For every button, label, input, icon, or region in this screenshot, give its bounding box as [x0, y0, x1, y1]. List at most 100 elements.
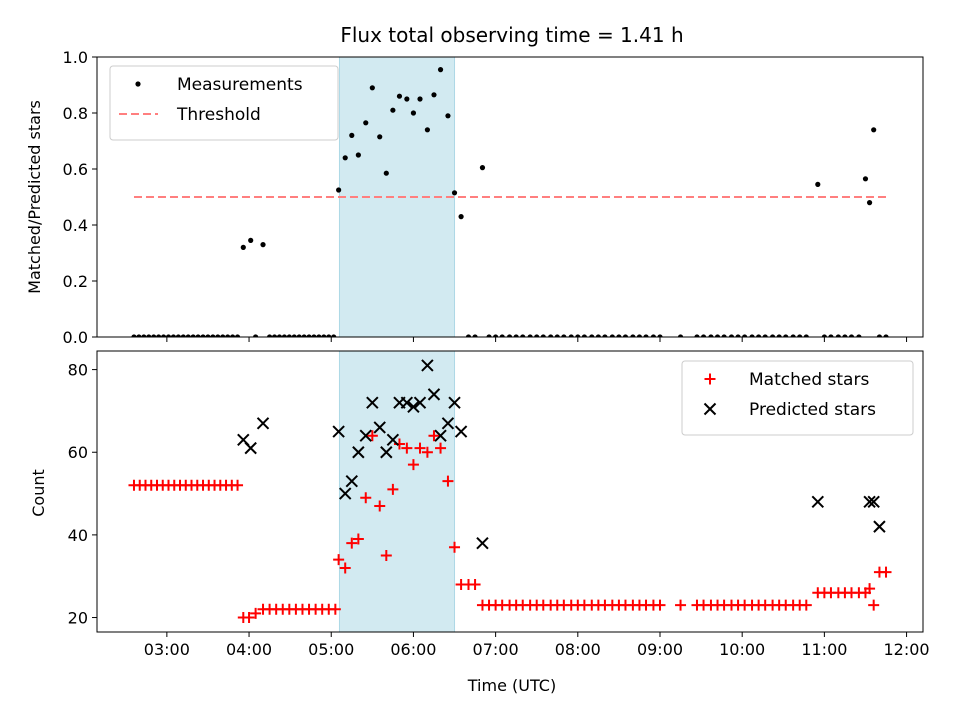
top-series-0-point — [742, 334, 748, 337]
top-series-0-point — [540, 334, 546, 337]
top-series-0-point — [848, 334, 855, 337]
top-series-0-point — [170, 334, 177, 337]
top-series-0-point — [472, 334, 478, 337]
top-series-0-point — [326, 334, 332, 337]
top-series-0-point — [266, 334, 273, 337]
top-series-0-point — [383, 170, 389, 176]
top-series-0-point — [636, 334, 643, 337]
bottom-x-tick-label: 11:00 — [801, 640, 847, 659]
top-series-0-point — [316, 334, 322, 337]
bottom-series-1-point — [413, 396, 427, 409]
bottom-x-tick-label: 04:00 — [226, 640, 272, 659]
top-series-0-point — [151, 334, 157, 337]
bottom-series-1-point — [256, 417, 270, 430]
bottom-y-tick-label: 40 — [68, 526, 88, 545]
top-series-0-point — [301, 334, 307, 337]
top-series-0-point — [650, 334, 657, 337]
top-series-0-point — [175, 334, 181, 337]
bottom-series-1-point — [448, 396, 461, 409]
bottom-series-0-point — [232, 479, 244, 491]
legend-predicted-key — [703, 402, 717, 416]
bottom-series-0-point — [346, 537, 358, 549]
top-series-0-point — [609, 334, 615, 337]
top-series-0-point — [714, 334, 721, 337]
bottom-legend-label: Predicted stars — [749, 400, 876, 420]
top-series-0-point — [856, 334, 862, 337]
bottom-x-tick-label: 10:00 — [719, 640, 765, 659]
bottom-series-1-point — [434, 429, 447, 442]
bottom-series-0-point — [442, 475, 454, 487]
top-series-0-point — [561, 334, 567, 337]
bottom-series-1-point — [407, 400, 420, 413]
top-series-0-point — [146, 334, 152, 337]
top-series-0-point — [311, 334, 317, 337]
top-series-0-point — [451, 190, 458, 196]
top-series-0-point — [479, 165, 486, 171]
top-series-0-point — [369, 85, 375, 91]
top-series-0-point — [735, 334, 741, 337]
top-series-0-point — [842, 334, 848, 337]
top-series-0-point — [205, 334, 211, 337]
top-series-0-point — [458, 214, 464, 220]
bottom-series-0-point — [675, 599, 687, 611]
bottom-series-1-point — [386, 433, 400, 447]
top-series-0-point — [769, 334, 776, 337]
top-series-0-point — [762, 334, 768, 337]
bottom-series-1-point — [366, 396, 379, 409]
bottom-series-1-point — [476, 536, 489, 550]
bottom-series-0-point — [864, 583, 876, 595]
bottom-x-tick-label: 05:00 — [308, 640, 354, 659]
top-series-0-point — [336, 187, 342, 193]
top-y-tick-label: 0.6 — [63, 160, 88, 179]
top-axes-frame — [96, 56, 924, 338]
bottom-y-tick-label: 80 — [68, 361, 88, 380]
top-series-0-point — [349, 132, 355, 138]
bottom-legend-label: Matched stars — [749, 370, 869, 390]
top-series-0-point — [437, 67, 444, 73]
top-series-0-point — [306, 334, 312, 337]
top-panel: Flux total observing time = 1.41 h Match… — [25, 23, 924, 347]
bottom-panel: Time (UTC) Count 03:00 04:00 05:00 06:00 07:… — [29, 350, 930, 695]
bottom-series-0-point — [339, 562, 351, 574]
bottom-series-0-point — [414, 442, 426, 454]
top-series-0-point — [575, 334, 581, 337]
bottom-series-0-point — [407, 459, 419, 471]
top-y-tick-label: 1.0 — [63, 48, 88, 67]
bottom-series-0-point — [250, 607, 262, 619]
top-legend-label: Threshold — [176, 105, 261, 125]
top-series-0-point — [220, 334, 226, 337]
bottom-series-1-point — [400, 396, 414, 409]
top-series-0-point — [321, 334, 327, 337]
top-series-0-point — [548, 334, 554, 337]
top-series-0-point — [225, 334, 231, 337]
top-series-0-point — [390, 107, 396, 113]
top-y-axis-label: Matched/Predicted stars — [25, 100, 44, 294]
top-series-0-point — [728, 334, 735, 337]
bottom-series-0-point — [428, 430, 440, 442]
bottom-series-1-point — [873, 520, 886, 533]
top-series-0-point — [657, 334, 663, 337]
bottom-series-0-point — [800, 599, 812, 611]
top-series-0-point — [165, 334, 172, 337]
top-y-tick-label: 0.2 — [63, 272, 88, 291]
top-series-0-point — [630, 334, 636, 337]
top-series-0-point — [828, 334, 834, 337]
bottom-series-1-point — [332, 425, 345, 438]
top-series-0-point — [131, 334, 137, 337]
bottom-x-tick-label: 09:00 — [637, 640, 683, 659]
top-series-0-point — [790, 334, 796, 337]
top-series-0-point — [776, 334, 782, 337]
top-series-0-point — [240, 244, 246, 250]
top-series-0-point — [260, 242, 266, 248]
top-series-0-point — [783, 334, 789, 337]
bottom-data-points — [128, 359, 892, 624]
top-series-0-point — [141, 334, 147, 337]
bottom-series-1-point — [359, 429, 372, 442]
bottom-series-0-point — [435, 442, 447, 454]
top-series-0-point — [866, 200, 873, 206]
top-series-0-point — [404, 96, 410, 102]
top-series-0-point — [248, 237, 254, 243]
top-series-0-point — [700, 334, 707, 337]
bottom-plot-layer: 03:00 04:00 05:00 06:00 07:00 08:00 09:00 10:00… — [68, 350, 930, 659]
